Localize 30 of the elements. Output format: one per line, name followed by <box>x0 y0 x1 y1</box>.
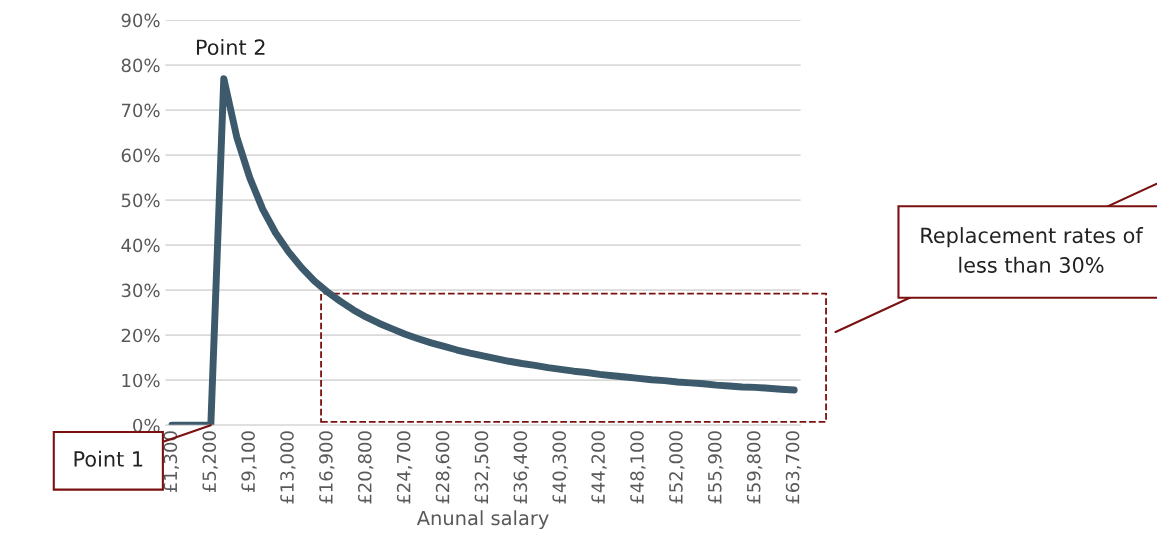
y-tick-label: 90% <box>121 13 160 28</box>
x-tick-label: £40,300 <box>552 431 568 504</box>
x-axis-title: Anunal salary <box>416 510 549 530</box>
x-tick-label: £16,900 <box>319 431 335 504</box>
y-tick-label: 80% <box>121 58 160 73</box>
text: Replacement rates of less than 30% <box>921 227 1144 273</box>
x-tick-label: £24,700 <box>396 431 413 504</box>
x-tick-label: £9,100 <box>241 431 257 493</box>
x-tick-label: £59,800 <box>746 431 763 504</box>
y-tick-label: 30% <box>121 283 160 298</box>
x-tick-label: £32,500 <box>474 431 491 504</box>
x-tick-label: £63,700 <box>785 431 802 504</box>
x-tick-label: £36,400 <box>513 431 530 504</box>
x-tick-label: £5,200 <box>202 431 218 493</box>
annotation: Point 1 <box>74 450 143 467</box>
x-tick-label: £44,200 <box>591 431 607 504</box>
x-tick-label: £52,000 <box>669 431 685 504</box>
annotation: Point 2 <box>196 39 265 56</box>
x-tick-label: £1,300 <box>163 431 180 493</box>
y-tick-label: 60% <box>121 148 160 163</box>
x-tick-label: £20,800 <box>357 431 374 504</box>
y-tick-label: 50% <box>121 193 160 208</box>
y-tick-label: 10% <box>122 373 160 388</box>
y-tick-label: 40% <box>121 238 160 253</box>
y-tick-label: 70% <box>121 103 160 118</box>
x-tick-label: £55,900 <box>707 431 724 504</box>
x-tick-label: £28,600 <box>435 431 452 504</box>
x-tick-label: £48,100 <box>630 431 646 504</box>
x-tick-label: £13,000 <box>280 431 296 504</box>
y-tick-label: 20% <box>121 328 160 343</box>
